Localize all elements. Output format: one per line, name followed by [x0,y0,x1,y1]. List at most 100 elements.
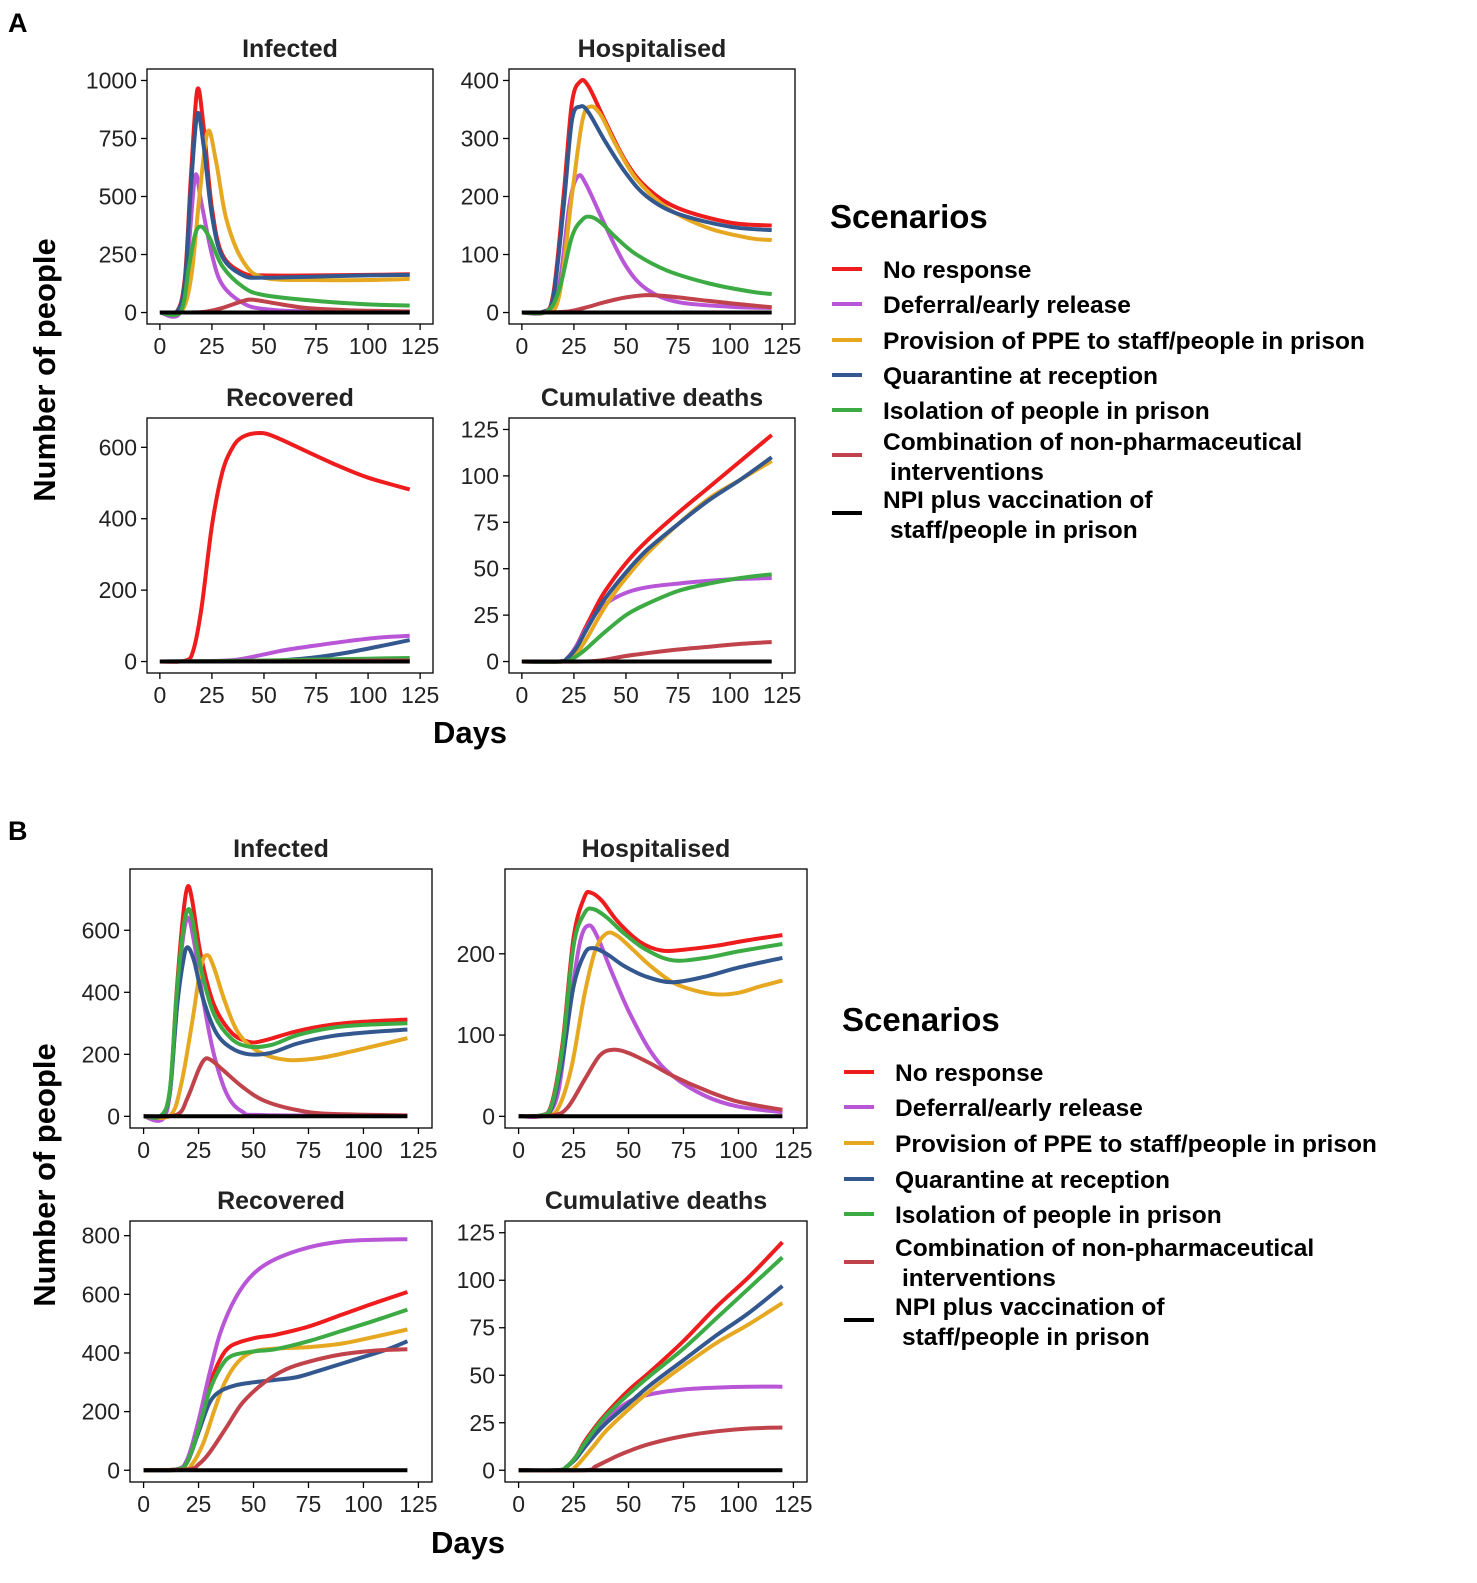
x-tick-label-a-cumulative-deaths-100: 100 [711,682,749,708]
plot-frame-b-cumulative-deaths [504,1220,808,1483]
x-tick-label-b-cumulative-deaths-100: 100 [719,1491,757,1517]
series-line-b-recovered-combination [143,1347,408,1473]
plot-b-cumulative-deaths: Cumulative deaths 0 25 50 75 100 125 0 25 50 75 100… [457,1187,813,1517]
x-tick-label-a-infected-0: 0 [153,333,166,359]
y-tick-label-b-infected-600: 600 [82,917,120,943]
series-line-b-hospitalised-combination [518,1047,783,1119]
x-tick-label-b-hospitalised-125: 125 [774,1137,812,1163]
y-tick-label-a-recovered-400: 400 [99,506,137,532]
x-tick-label-b-recovered-75: 75 [296,1491,322,1517]
legend-a-label-no-response: No response [883,257,1031,284]
series-line-b-recovered-quarantine [143,1339,409,1473]
y-tick-label-a-cumulative-deaths-125: 125 [461,416,499,442]
series-line-a-cumulative-deaths-combination [521,640,772,664]
plot-title-a-infected: Infected [242,35,338,63]
series-line-a-cumulative-deaths-ppe [521,459,773,664]
y-tick-label-b-cumulative-deaths-50: 50 [469,1362,495,1388]
x-tick-label-a-recovered-25: 25 [199,682,225,708]
plot-frame-b-recovered [129,1220,433,1483]
series-line-a-infected-isolation [159,224,410,318]
legend-b-title: Scenarios [842,1001,1000,1038]
x-tick-label-a-hospitalised-0: 0 [515,333,528,359]
series-line-b-hospitalised-ppe [518,930,783,1119]
y-tick-label-a-recovered-0: 0 [124,649,137,675]
legend-b-label-deferral: Deferral/early release [895,1095,1143,1122]
y-tick-label-a-cumulative-deaths-25: 25 [473,602,499,628]
legend-a-label-deferral: Deferral/early release [883,292,1131,319]
panel-a-xlabel: Days [433,715,507,750]
series-line-a-hospitalised-isolation [521,214,772,316]
y-tick-label-b-recovered-0: 0 [107,1457,120,1483]
series-line-b-recovered-isolation [143,1307,409,1473]
legend-b-label-npi-vaccination: NPI plus vaccination of staff/people in … [895,1294,1171,1351]
plot-a-recovered: Recovered 0 25 50 75 100 125 0 200 400 600 [99,384,440,708]
x-tick-label-a-recovered-125: 125 [401,682,439,708]
plot-title-b-hospitalised: Hospitalised [582,835,731,863]
x-tick-label-b-recovered-0: 0 [137,1491,150,1517]
plot-title-b-infected: Infected [233,835,329,863]
series-line-a-hospitalised-combination [521,293,772,315]
x-tick-label-a-recovered-0: 0 [153,682,166,708]
plot-a-cumulative-deaths: Cumulative deaths 0 25 50 75 100 125 0 25 50 75 100… [461,384,802,708]
y-tick-label-a-hospitalised-200: 200 [461,184,499,210]
y-tick-label-a-infected-250: 250 [99,242,137,268]
legend-a-label-npi-vaccination: NPI plus vaccination of staff/people in … [883,487,1159,544]
series-line-a-infected-deferral [159,172,410,319]
series-line-b-cumulative-deaths-no-response [518,1240,784,1473]
panel-a-ylabel: Number of people [27,238,62,502]
x-tick-label-b-hospitalised-50: 50 [616,1137,642,1163]
y-tick-label-a-infected-0: 0 [124,300,137,326]
y-tick-label-a-hospitalised-300: 300 [461,125,499,151]
plot-title-a-cumulative-deaths: Cumulative deaths [541,384,763,412]
x-tick-label-a-cumulative-deaths-50: 50 [613,682,639,708]
y-tick-label-b-infected-200: 200 [82,1041,120,1067]
x-tick-label-a-hospitalised-100: 100 [711,333,749,359]
series-line-b-infected-ppe [143,953,408,1120]
series-line-b-infected-quarantine [143,945,408,1120]
legend-b-label-isolation: Isolation of people in prison [895,1202,1222,1229]
y-tick-label-a-recovered-600: 600 [99,434,137,460]
series-line-b-infected-isolation [143,907,408,1120]
legend-b-label-quarantine: Quarantine at reception [895,1167,1170,1194]
x-tick-label-b-infected-100: 100 [344,1137,382,1163]
x-tick-label-a-cumulative-deaths-0: 0 [515,682,528,708]
legend-a-title: Scenarios [830,198,988,235]
x-tick-label-b-hospitalised-25: 25 [561,1137,587,1163]
legend-a-npi-line2: staff/people in prison [890,517,1138,544]
y-tick-label-b-hospitalised-200: 200 [457,941,495,967]
x-tick-label-b-infected-25: 25 [186,1137,212,1163]
legend-b-npi-line2: staff/people in prison [902,1324,1150,1351]
x-tick-label-a-recovered-75: 75 [303,682,329,708]
x-tick-label-a-cumulative-deaths-125: 125 [763,682,801,708]
x-tick-label-b-recovered-25: 25 [186,1491,212,1517]
y-tick-label-a-hospitalised-400: 400 [461,67,499,93]
legend-a-label-combination: Combination of non-pharmaceutical interv… [883,429,1309,486]
x-tick-label-b-recovered-50: 50 [241,1491,267,1517]
plot-title-b-recovered: Recovered [217,1187,345,1215]
panel-b-letter: B [8,816,28,846]
plot-frame-b-infected [129,868,433,1129]
series-line-b-infected-deferral [143,915,408,1123]
series-line-a-cumulative-deaths-deferral [521,576,772,664]
series-line-a-recovered-no-response [159,431,411,664]
y-tick-label-b-hospitalised-0: 0 [482,1103,495,1129]
series-line-b-cumulative-deaths-isolation [518,1255,784,1473]
y-tick-label-b-recovered-200: 200 [82,1399,120,1425]
y-tick-label-b-recovered-400: 400 [82,1340,120,1366]
panel-b-ylabel: Number of people [27,1043,62,1307]
series-line-a-cumulative-deaths-quarantine [521,455,773,664]
plot-title-a-hospitalised: Hospitalised [578,35,727,63]
x-tick-label-a-infected-100: 100 [349,333,387,359]
x-tick-label-b-hospitalised-0: 0 [512,1137,525,1163]
series-line-a-hospitalised-quarantine [521,104,772,316]
plot-frame-a-cumulative-deaths [508,417,796,674]
y-tick-label-b-cumulative-deaths-75: 75 [469,1315,495,1341]
legend-b-combination-line1: Combination of non-pharmaceutical [895,1235,1314,1262]
x-tick-label-a-cumulative-deaths-75: 75 [665,682,691,708]
x-tick-label-b-infected-0: 0 [137,1137,150,1163]
plot-a-hospitalised: Hospitalised 0 25 50 75 100 125 0 100 200 300 400 [461,35,802,359]
plot-a-infected: Infected 0 25 50 75 100 125 0 250 500 750 1000 [86,35,439,359]
panel-a-letter: A [8,8,28,38]
x-tick-label-b-recovered-100: 100 [344,1491,382,1517]
